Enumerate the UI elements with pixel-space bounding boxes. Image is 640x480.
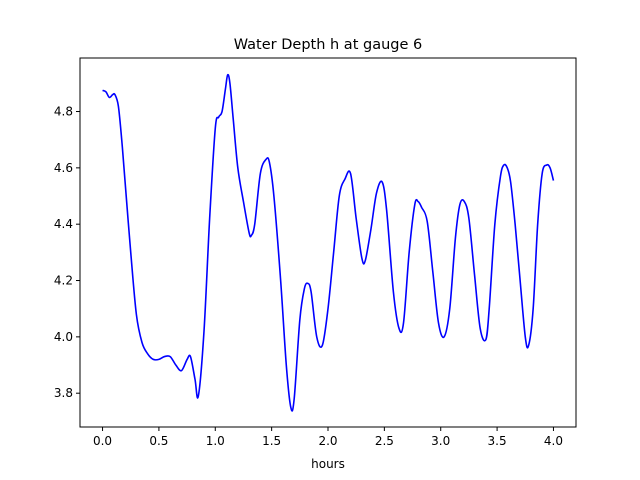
chart-title: Water Depth h at gauge 6 [234,37,422,53]
x-tick-label: 2.0 [318,434,337,448]
y-axis: 3.8 4.0 4.2 4.4 4.6 4.8 [54,105,80,400]
y-tick-label: 4.8 [54,105,73,119]
x-tick-label: 1.0 [206,434,225,448]
x-tick-label: 1.5 [262,434,281,448]
y-tick-label: 3.8 [54,386,73,400]
y-tick-label: 4.4 [54,217,73,231]
series-layer [102,73,555,412]
x-tick-label: 0.5 [149,434,168,448]
series-line [102,73,555,412]
x-tick-label: 0.0 [93,434,112,448]
y-tick-label: 4.6 [54,161,73,175]
y-tick-label: 4.0 [54,330,73,344]
x-tick-label: 3.0 [431,434,450,448]
x-tick-label: 2.5 [375,434,394,448]
x-axis-title: hours [311,457,345,471]
plot-frame [79,57,577,428]
x-tick-label: 3.5 [488,434,507,448]
x-tick-label: 4.0 [544,434,563,448]
x-axis: 0.0 0.5 1.0 1.5 2.0 2.5 3.0 3.5 4.0 [93,427,563,448]
plot-area [80,58,576,427]
y-tick-label: 4.2 [54,274,73,288]
